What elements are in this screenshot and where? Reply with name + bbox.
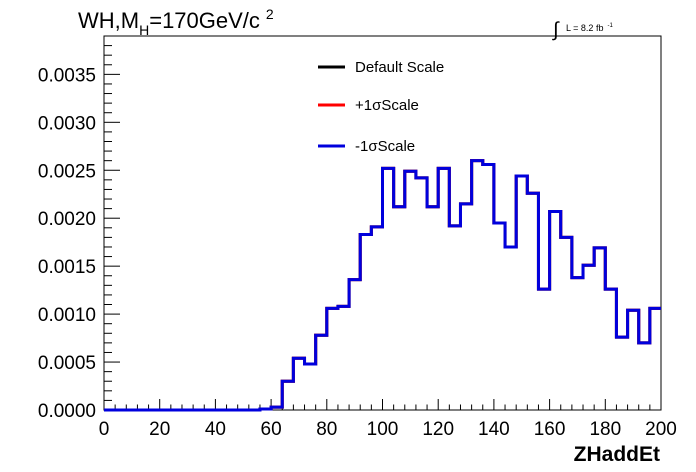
x-tick-label: 100	[367, 419, 399, 440]
title-main: WH,M	[78, 8, 139, 33]
title-superscript: 2	[266, 6, 274, 22]
x-axis-label: ZHaddEt	[574, 443, 660, 466]
y-tick-label: 0.0030	[38, 113, 96, 134]
x-tick-label: 180	[589, 419, 621, 440]
y-tick-label: 0.0000	[38, 401, 96, 422]
chart-title: WH,MH=170GeV/c 2	[78, 6, 274, 38]
y-tick-label: 0.0020	[38, 209, 96, 230]
title-subscript: H	[139, 22, 149, 38]
legend-entry: +1σScale	[355, 97, 419, 114]
x-tick-label: 60	[261, 419, 282, 440]
series-group	[104, 159, 661, 412]
x-tick-label: 120	[422, 419, 454, 440]
y-tick-label: 0.0035	[38, 65, 96, 86]
x-tick-label: 0	[99, 419, 110, 440]
series-line-3	[104, 159, 661, 412]
x-tick-label: 20	[149, 419, 170, 440]
y-tick-label: 0.0005	[38, 353, 96, 374]
lumi-label: L = 8.2 fb -1	[566, 23, 613, 33]
x-tick-label: 40	[205, 419, 226, 440]
axis-ticks	[103, 35, 662, 411]
title-rest: =170GeV/c	[149, 8, 260, 33]
lumi-text: L = 8.2 fb	[566, 23, 603, 33]
lumi-integral-symbol: ∫	[552, 19, 560, 41]
legend-entry: -1σScale	[355, 138, 415, 155]
x-tick-label: 80	[316, 419, 337, 440]
axis-labels: 0 20 40 60 80 100 120 140 160 180 200 0.0000 0.0005 0…	[38, 65, 677, 440]
x-tick-label: 140	[478, 419, 510, 440]
y-tick-label: 0.0015	[38, 257, 96, 278]
y-tick-label: 0.0025	[38, 161, 96, 182]
x-tick-label: 160	[534, 419, 566, 440]
legend: Default Scale +1σScale -1σScale	[318, 59, 444, 155]
x-tick-label: 200	[645, 419, 677, 440]
lumi-superscript: -1	[607, 23, 613, 29]
legend-entry: Default Scale	[355, 59, 444, 76]
y-tick-label: 0.0010	[38, 305, 96, 326]
